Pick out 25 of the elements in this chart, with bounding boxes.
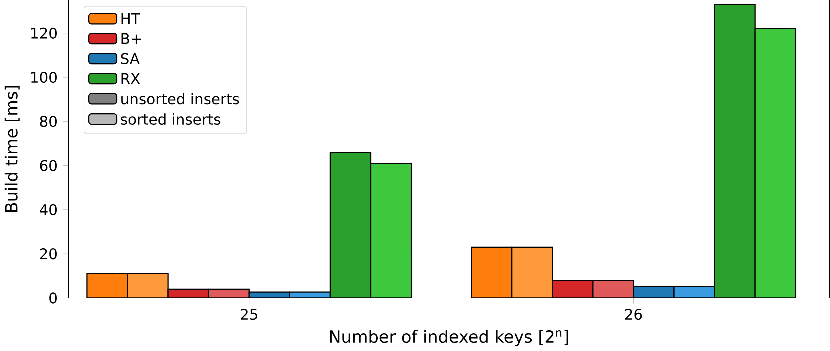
y-tick-label: 20 [40, 248, 57, 260]
legend-label: RX [122, 73, 140, 84]
y-tick-label: 0 [50, 292, 57, 304]
bar [370, 162, 412, 298]
legend-label: HT [122, 13, 140, 24]
legend-label: B+ [122, 33, 142, 44]
legend-label: unsorted inserts [122, 93, 240, 105]
y-axis-title: Build time [ms] [4, 86, 20, 212]
bar [512, 246, 554, 298]
y-tick-label: 120 [32, 28, 57, 39]
x-axis-title: Number of indexed keys [2$^{n}$] [330, 330, 568, 346]
y-tick-label: 100 [32, 72, 57, 83]
bar [127, 273, 169, 298]
x-tick-label: 26 [625, 308, 642, 320]
y-tick-label: 40 [40, 204, 57, 216]
bar [714, 4, 756, 298]
bar [330, 152, 372, 298]
bar [470, 246, 513, 298]
x-tick-label: 25 [241, 308, 258, 320]
y-tick-label: 80 [40, 116, 57, 128]
legend-label: sorted inserts [121, 114, 221, 125]
y-tick-label: 60 [40, 160, 57, 172]
bar [754, 28, 796, 298]
bar [86, 273, 128, 298]
legend-label: SA [121, 53, 140, 64]
